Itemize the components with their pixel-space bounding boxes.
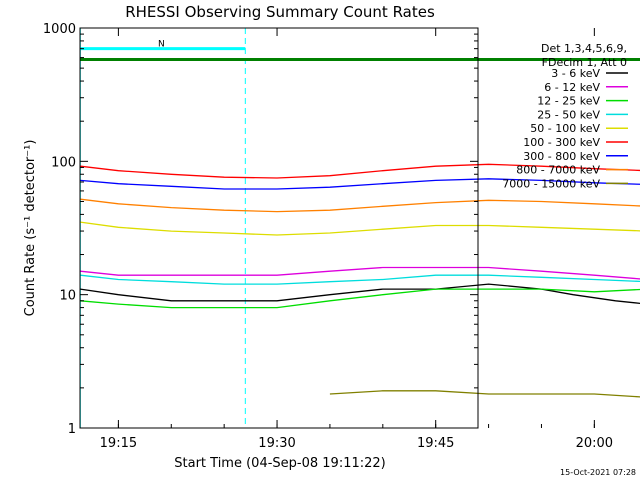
series-6-12-kev [80, 266, 640, 280]
y-axis-label: Count Rate (s⁻¹ detector⁻¹) [23, 140, 38, 317]
flag-label-n: N [158, 40, 165, 50]
series-line-100-300-kev-1 [80, 163, 640, 179]
plot-frame [79, 27, 479, 429]
x-axis-label: Start Time (04-Sep-08 19:11:22) [174, 456, 385, 471]
legend-label-12-25-kev: 12 - 25 keV [537, 95, 600, 108]
series-line-7000-15000-kev-1 [329, 390, 640, 398]
chart-title: RHESSI Observing Summary Count Rates [125, 3, 435, 21]
series-line-12-25-kev-1 [80, 288, 640, 309]
legend-label-50-100-kev: 50 - 100 keV [530, 122, 600, 135]
legend-header-2: FDecim 1, Att 0 [542, 56, 627, 69]
series-7000-15000-kev [329, 390, 640, 398]
legend-label-3-6-kev: 3 - 6 keV [551, 67, 600, 80]
series-line-3-6-kev-1 [80, 283, 640, 305]
legend-label-25-50-kev: 25 - 50 keV [537, 108, 600, 121]
legend-header-1: Det 1,3,4,5,6,9, [541, 42, 627, 55]
data-series [80, 163, 640, 398]
state-flags: NSRD4RBO [80, 40, 640, 62]
series-line-300-800-kev-1 [80, 178, 640, 190]
x-tick-label-19-45: 19:45 [417, 436, 454, 451]
y-tick-label-1: 1 [68, 422, 76, 437]
series-line-800-7000-kev-1 [80, 198, 640, 213]
y-tick-label-1000: 1000 [43, 22, 76, 37]
series-12-25-kev [80, 288, 640, 309]
y-tick-label-10: 10 [59, 289, 76, 304]
x-tick-label-19-15: 19:15 [100, 436, 137, 451]
series-3-6-kev [80, 283, 640, 305]
series-25-50-kev [80, 274, 640, 285]
legend: Det 1,3,4,5,6,9,FDecim 1, Att 03 - 6 keV… [502, 42, 628, 190]
series-line-25-50-kev-1 [80, 274, 640, 285]
x-tick-label-19-30: 19:30 [258, 436, 295, 451]
series-line-50-100-kev-1 [80, 221, 640, 236]
legend-label-300-800-kev: 300 - 800 keV [523, 150, 600, 163]
series-100-300-kev [80, 163, 640, 179]
legend-label-100-300-kev: 100 - 300 keV [523, 136, 600, 149]
timestamp: 15-Oct-2021 07:28 [560, 468, 636, 477]
series-800-7000-kev [80, 198, 640, 213]
series-300-800-kev [80, 178, 640, 190]
x-tick-label-20-00: 20:00 [576, 436, 613, 451]
series-line-6-12-kev-1 [80, 266, 640, 280]
y-tick-label-100: 100 [51, 155, 76, 170]
y-axis: 1 10 100 1000 [43, 22, 478, 437]
legend-label-800-7000-kev: 800 - 7000 keV [516, 164, 600, 177]
series-50-100-kev [80, 221, 640, 236]
legend-label-6-12-kev: 6 - 12 keV [544, 81, 600, 94]
legend-label-7000-15000-kev: 7000 - 15000 keV [502, 177, 600, 190]
